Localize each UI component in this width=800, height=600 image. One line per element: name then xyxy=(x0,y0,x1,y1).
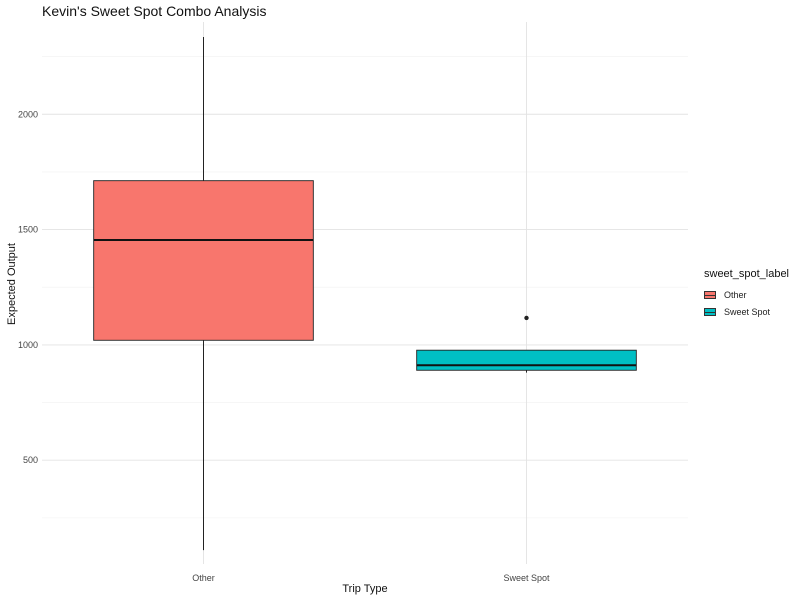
chart-title: Kevin's Sweet Spot Combo Analysis xyxy=(42,3,267,19)
x-tick-label: Sweet Spot xyxy=(503,573,550,583)
y-axis-label: Expected Output xyxy=(6,243,18,325)
legend-key-sweet-spot xyxy=(704,307,716,316)
legend-item-other: Other xyxy=(704,286,789,303)
legend: sweet_spot_label Other Sweet Spot xyxy=(704,268,789,320)
y-tick-label: 1000 xyxy=(18,340,38,350)
y-tick-label: 500 xyxy=(23,455,38,465)
x-axis-label: Trip Type xyxy=(342,583,388,595)
legend-label-other: Other xyxy=(724,289,747,300)
legend-title: sweet_spot_label xyxy=(704,268,790,280)
x-tick-label: Other xyxy=(192,573,215,583)
y-tick-label: 1500 xyxy=(18,225,38,235)
legend-label-sweet-spot: Sweet Spot xyxy=(724,306,771,317)
outlier-point xyxy=(524,315,529,321)
box-body xyxy=(416,349,637,371)
box-body xyxy=(93,180,314,341)
legend-item-sweet-spot: Sweet Spot xyxy=(704,303,789,320)
legend-key-other xyxy=(704,290,716,299)
y-tick-label: 2000 xyxy=(18,109,38,119)
